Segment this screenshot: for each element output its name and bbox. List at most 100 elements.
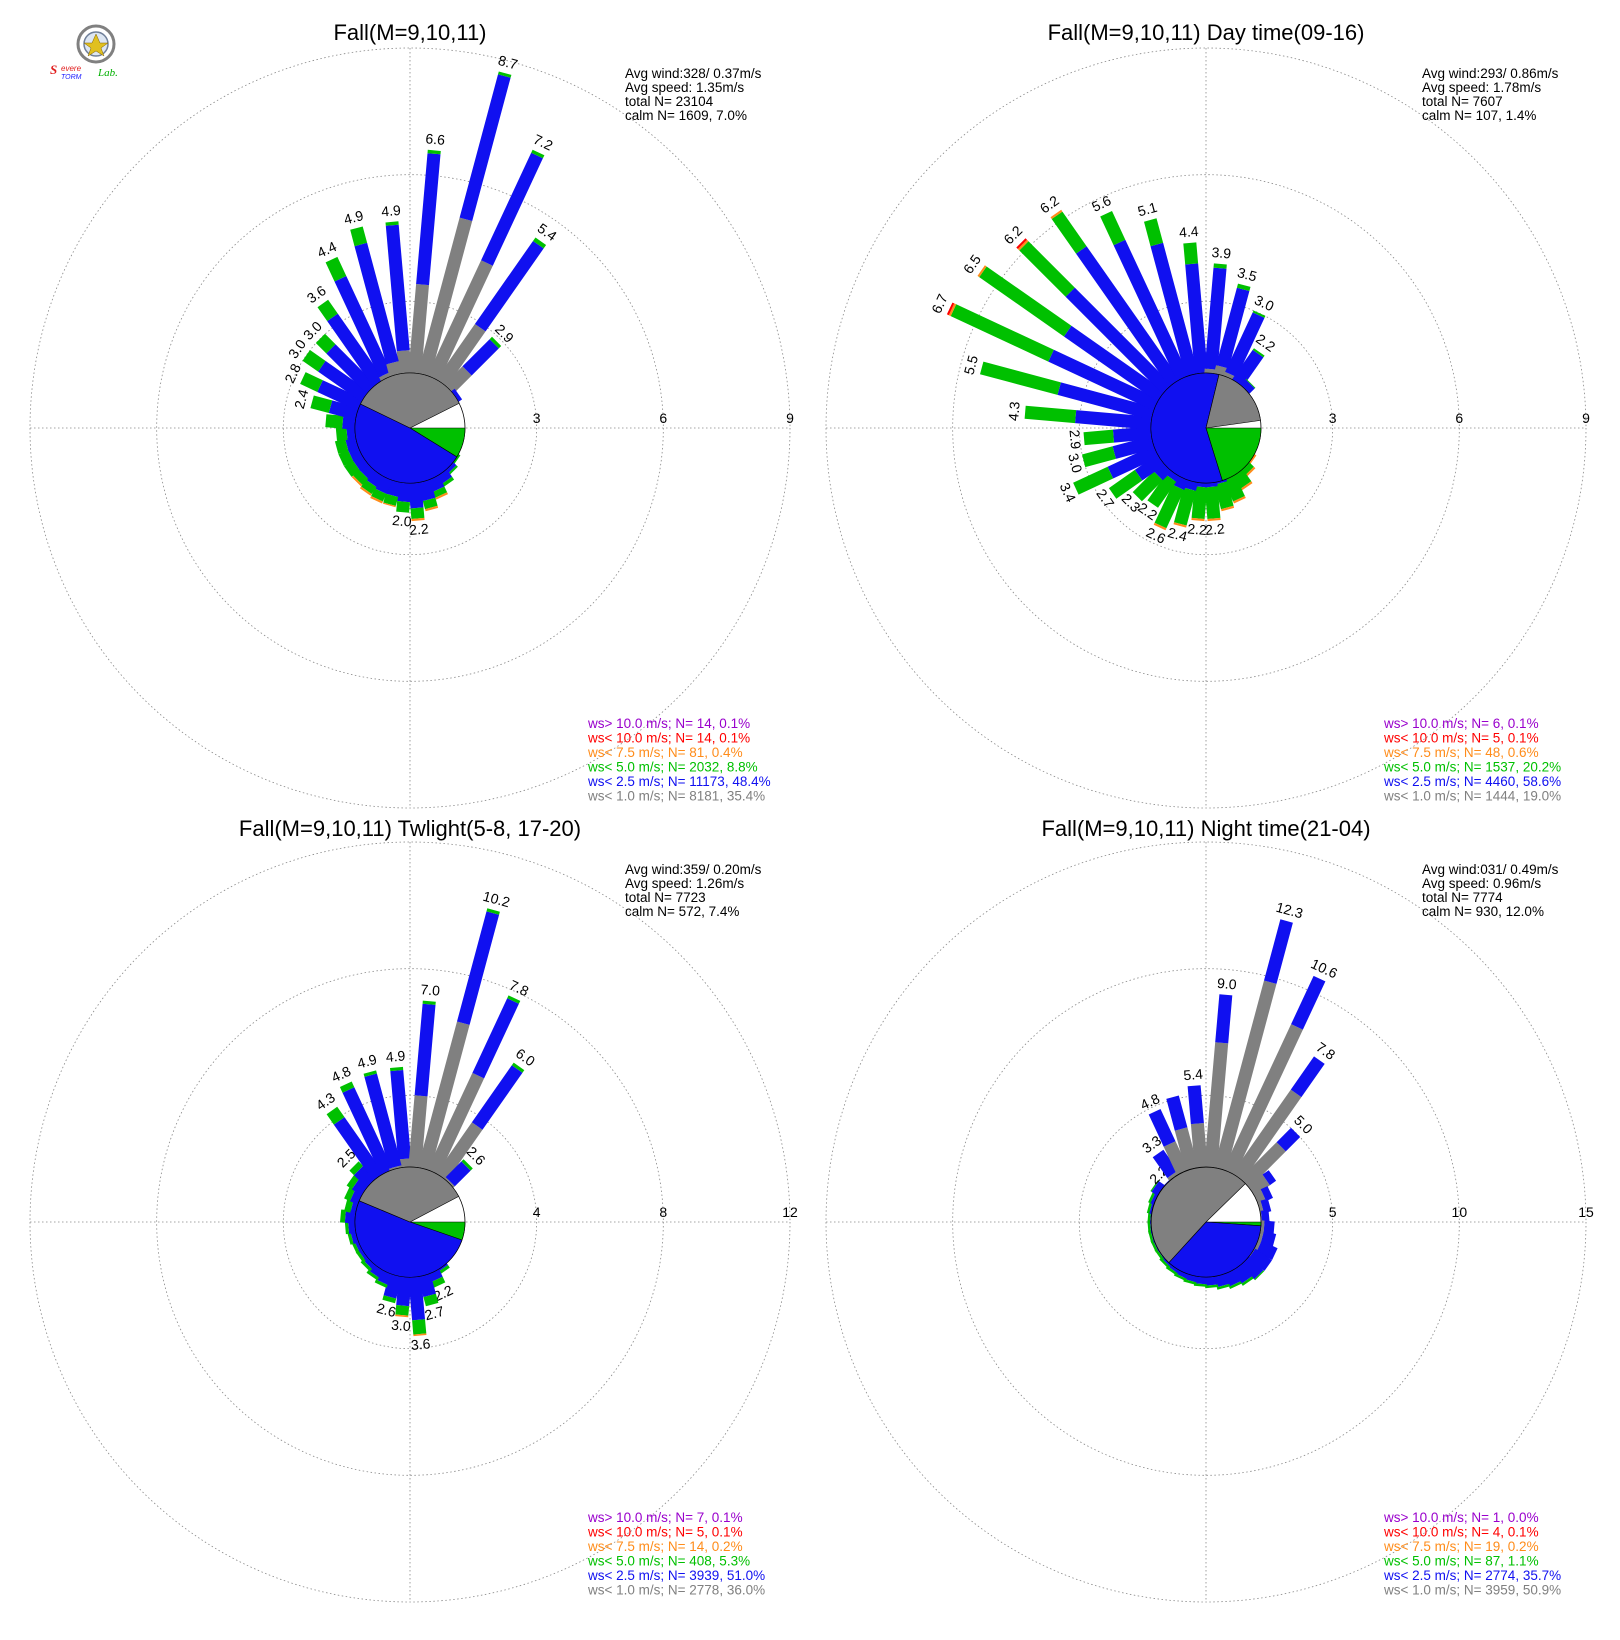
bar-segment-lt5 xyxy=(347,1231,354,1245)
bar-segment-lt5 xyxy=(1154,484,1185,529)
bar-segment-lt5 xyxy=(432,486,448,498)
stats-line: Avg speed: 0.96m/s xyxy=(1422,876,1541,891)
bar-segment-lt5 xyxy=(1236,283,1251,291)
legend-entry-lt10: ws< 10.0 m/s; N= 14, 0.1% xyxy=(587,731,750,746)
bar-segment-lt75 xyxy=(411,517,425,522)
bar-segment-lt5 xyxy=(1183,242,1199,265)
bar-segment-lt25 xyxy=(474,241,544,332)
bar-segment-lt5 xyxy=(447,465,458,476)
bar-segment-lt5 xyxy=(1223,475,1245,502)
bar-segment-lt5 xyxy=(339,1081,355,1093)
bar-segment-lt25 xyxy=(1262,1170,1277,1186)
bar-segment-lt5 xyxy=(979,266,1072,337)
bar-segment-lt5 xyxy=(334,438,349,454)
calm-center-pie xyxy=(354,372,466,484)
bar-segment-lt5 xyxy=(346,1174,360,1190)
bar-segment-lt5 xyxy=(351,1240,360,1254)
ring-label-6: 6 xyxy=(1455,410,1463,426)
bar-segment-lt75 xyxy=(948,303,957,317)
bar-segment-lt75 xyxy=(1173,522,1187,528)
bar-value-label: 5.1 xyxy=(1136,199,1159,220)
bar-segment-lt5 xyxy=(396,501,410,513)
bar-segment-lt5 xyxy=(344,460,361,477)
bar-segment-lt5 xyxy=(1147,1220,1151,1234)
bar-segment-lt5 xyxy=(382,1295,397,1304)
bar-segment-lt5 xyxy=(1073,466,1114,495)
legend-entry-lt5: ws< 5.0 m/s; N= 408, 5.3% xyxy=(587,1554,750,1569)
panel-title: Fall(M=9,10,11) Day time(09-16) xyxy=(1048,20,1365,45)
calm-center-pie xyxy=(1150,372,1262,484)
bar-segment-lt5 xyxy=(1214,481,1234,510)
pie-slice-lt5 xyxy=(1205,427,1262,481)
bar-segment-lt5 xyxy=(1051,211,1087,254)
bar-segment-lt75 xyxy=(1240,481,1253,491)
bar-segment-lt5 xyxy=(338,449,354,466)
bar-segment-lt5 xyxy=(1204,486,1221,519)
bar-value-label: 3.0 xyxy=(1065,452,1086,475)
bar-segment-lt5 xyxy=(1174,487,1196,526)
bar-segment-lt5 xyxy=(340,1209,346,1223)
bar-segment-lt75 xyxy=(413,1333,427,1337)
legend-entry-gt10: ws> 10.0 m/s; N= 14, 0.1% xyxy=(587,716,750,731)
bar-segment-lt25 xyxy=(390,1070,411,1160)
bar-value-label: 5.6 xyxy=(1089,192,1114,215)
legend-entry-gt10: ws> 10.0 m/s; N= 6, 0.1% xyxy=(1383,716,1539,731)
pie-slice-lt25 xyxy=(354,403,458,484)
bar-segment-lt25 xyxy=(1291,975,1326,1030)
bar-segment-lt75 xyxy=(1207,517,1221,522)
bar-segment-lt25 xyxy=(472,998,519,1079)
bar-segment-lt5 xyxy=(1082,446,1116,468)
bar-value-label: 2.2 xyxy=(408,520,429,538)
legend-entry-lt1: ws< 1.0 m/s; N= 1444, 19.0% xyxy=(1383,789,1561,804)
bar-segment-lt25 xyxy=(327,313,389,394)
bar-segment-lt5 xyxy=(507,995,521,1004)
bar-segment-lt5 xyxy=(511,1062,525,1073)
bar-segment-lt5 xyxy=(363,1070,377,1077)
bar-segment-lt75 xyxy=(977,265,987,278)
bar-segment-lt5 xyxy=(1216,1283,1230,1290)
bar-segment-lt25 xyxy=(459,74,511,222)
bar-segment-lt25 xyxy=(334,276,391,378)
pie-slice-lt25 xyxy=(354,1200,463,1278)
bar-segment-lt5 xyxy=(423,1293,439,1307)
bar-segment-lt5 xyxy=(325,414,344,429)
ring-label-3: 3 xyxy=(533,410,541,426)
bar-segment-lt5 xyxy=(1108,469,1143,499)
bar-value-label: 8.7 xyxy=(497,52,520,73)
panel-title: Fall(M=9,10,11) Night time(21-04) xyxy=(1041,816,1370,841)
bar-value-label: 4.9 xyxy=(385,1047,406,1065)
legend-entry-lt25: ws< 2.5 m/s; N= 4460, 58.6% xyxy=(1383,774,1561,789)
pie-slice-lt1 xyxy=(358,1166,460,1223)
ring-label-8: 8 xyxy=(659,1204,667,1220)
bar-segment-lt5 xyxy=(980,361,1061,395)
bar-segment-lt10 xyxy=(1016,238,1027,249)
bar-segment-lt5 xyxy=(385,221,399,226)
bar-segment-lt5 xyxy=(344,1186,356,1202)
bar-segment-lt5 xyxy=(1205,1284,1219,1289)
bar-value-label: 7.2 xyxy=(531,131,556,154)
bar-segment-lt5 xyxy=(430,1276,446,1288)
bar-segment-lt25 xyxy=(1261,1210,1270,1224)
bar-value-label: 4.9 xyxy=(342,207,365,228)
stats-line: calm N= 107, 1.4% xyxy=(1422,108,1536,123)
bar-segment-lt25 xyxy=(1256,1240,1278,1260)
bar-segment-lt5 xyxy=(1254,1270,1265,1281)
bar-segment-lt25 xyxy=(1247,1248,1272,1271)
legend-entry-lt1: ws< 1.0 m/s; N= 2778, 36.0% xyxy=(587,1583,765,1598)
bar-segment-lt75 xyxy=(395,1314,409,1318)
bar-segment-lt25 xyxy=(1216,287,1250,369)
bar-segment-lt5 xyxy=(344,1198,354,1213)
bar-segment-lt5 xyxy=(1165,1266,1178,1276)
pie-slice-lt1 xyxy=(360,372,460,429)
bar-segment-lt5 xyxy=(310,395,333,413)
ring-label-9: 9 xyxy=(1582,410,1590,426)
windrose-panel-1: 3 6 94.96.68.77.25.42.92.22.02.42.83.03.03… xyxy=(29,20,794,809)
legend: ws> 10.0 m/s; N= 1, 0.0%ws< 10.0 m/s; N=… xyxy=(1383,1510,1561,1598)
bar-segment-lt75 xyxy=(1017,239,1029,251)
legend-entry-lt5: ws< 5.0 m/s; N= 87, 1.1% xyxy=(1383,1554,1539,1569)
legend-entry-lt10: ws< 10.0 m/s; N= 5, 0.1% xyxy=(1383,731,1539,746)
stats-line: calm N= 572, 7.4% xyxy=(625,904,739,919)
bar-segment-lt75 xyxy=(370,496,383,504)
